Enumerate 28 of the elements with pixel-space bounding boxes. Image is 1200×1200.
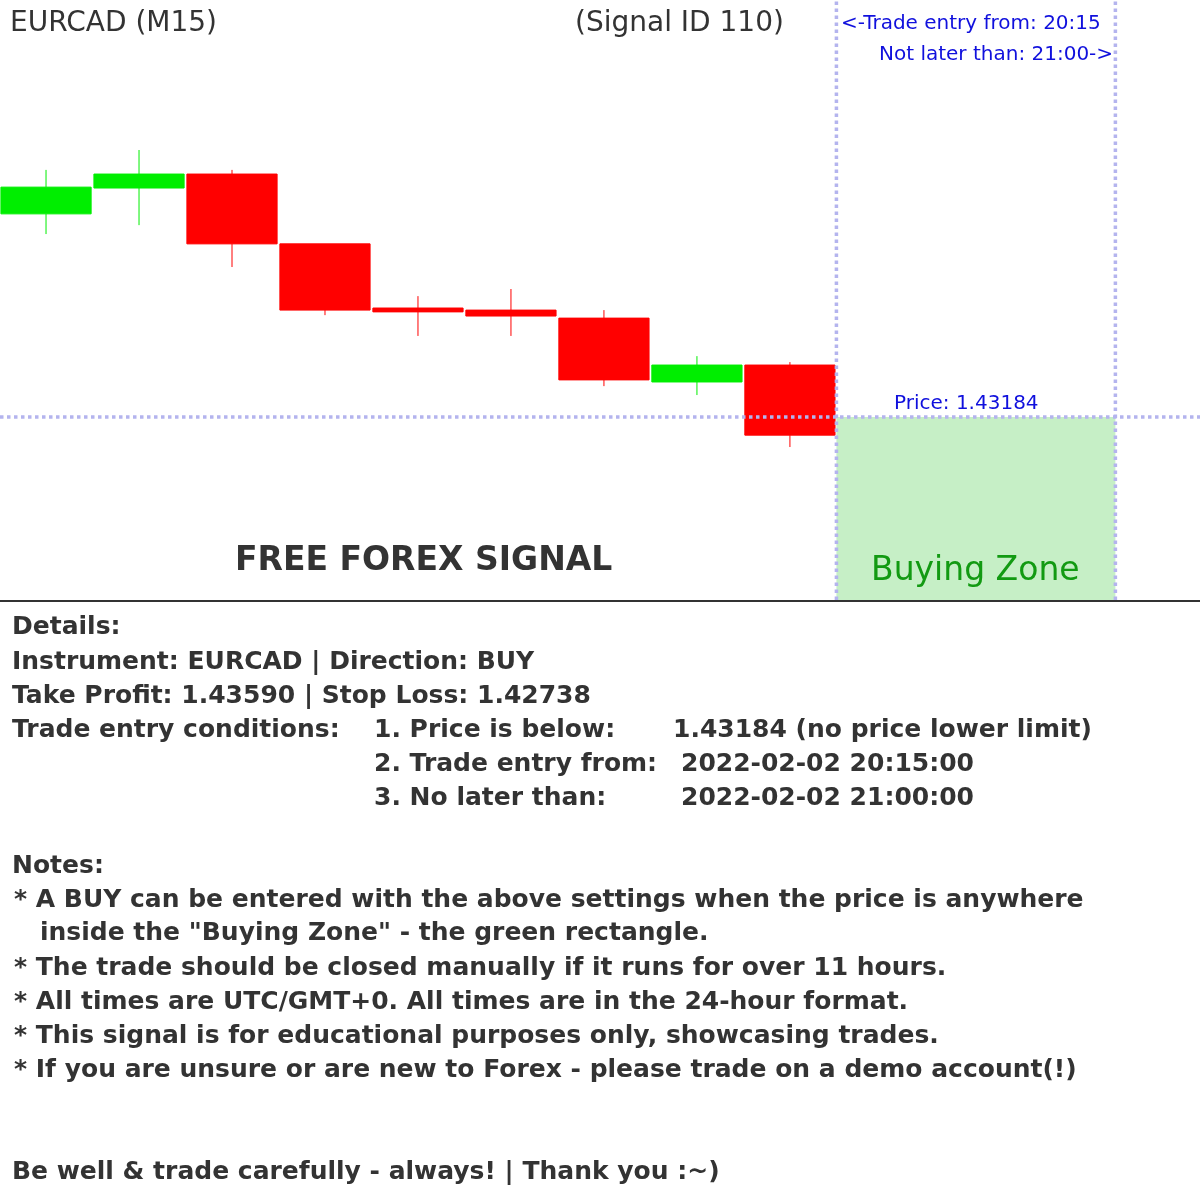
text: 1.43184 (no price lower limit) xyxy=(673,714,1092,743)
text: 2. Trade entry from: xyxy=(374,748,658,777)
chart-title: EURCAD (M15) xyxy=(10,4,218,38)
text: Trade entry conditions: xyxy=(12,714,340,743)
text: 3. No later than: xyxy=(374,782,607,811)
text: Details: xyxy=(12,611,121,640)
text: Notes: xyxy=(12,850,104,879)
text: Price: 1.43184 xyxy=(894,390,1039,414)
text: Not later than: 21:00-> xyxy=(879,41,1114,65)
text: FREE FOREX SIGNAL xyxy=(235,539,613,578)
text: inside the "Buying Zone" - the green rectangle. xyxy=(40,917,709,946)
text: * A BUY can be entered with the above settings when the price is anywhere xyxy=(14,884,1084,913)
text: * The trade should be closed manually if it runs for over 11 hours. xyxy=(14,952,947,981)
text: Be well & trade carefully - always! | Thank you :~) xyxy=(12,1156,720,1185)
chart-subtitle: (Signal ID 110) xyxy=(575,5,784,38)
text: * If you are unsure or are new to Forex - please trade on a demo account(!) xyxy=(14,1054,1077,1083)
candlestick xyxy=(558,309,650,387)
text: 1. Price is below: xyxy=(374,714,616,743)
text: * All times are UTC/GMT+0. All times are in the 24-hour format. xyxy=(14,986,909,1015)
text: Buying Zone xyxy=(871,549,1080,588)
text: 2022-02-02 21:00:00 xyxy=(681,782,974,811)
text: Instrument: EURCAD | Direction: BUY xyxy=(12,646,536,675)
text: * This signal is for educational purposes only, showcasing trades. xyxy=(14,1020,939,1049)
candlestick xyxy=(651,355,743,396)
candlestick xyxy=(744,361,836,448)
text: <-Trade entry from: 20:15 xyxy=(841,10,1101,34)
text: 2022-02-02 20:15:00 xyxy=(681,748,974,777)
text: Take Profit: 1.43590 | Stop Loss: 1.42738 xyxy=(12,680,591,709)
